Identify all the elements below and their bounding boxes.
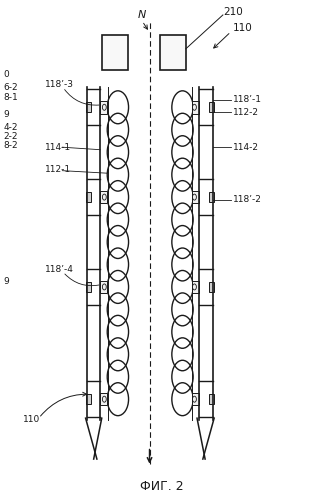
Bar xyxy=(100,280,107,293)
Text: 112-1: 112-1 xyxy=(45,165,71,174)
Bar xyxy=(86,192,91,202)
Text: 4-2: 4-2 xyxy=(3,123,18,132)
Text: 110: 110 xyxy=(23,415,40,424)
Bar xyxy=(192,280,199,293)
Bar xyxy=(192,101,199,114)
Bar xyxy=(86,282,91,292)
Bar xyxy=(192,191,199,204)
Text: 118’-2: 118’-2 xyxy=(233,195,261,204)
Text: 8-2: 8-2 xyxy=(3,141,18,150)
Text: 2-2: 2-2 xyxy=(3,132,18,141)
Bar xyxy=(100,101,107,114)
Bar xyxy=(209,192,214,202)
Text: 118’-4: 118’-4 xyxy=(45,265,74,274)
Bar xyxy=(86,102,91,112)
Bar xyxy=(209,394,214,404)
Text: 0: 0 xyxy=(3,70,9,79)
Text: 114-1: 114-1 xyxy=(45,143,71,152)
Bar xyxy=(100,191,107,204)
Bar xyxy=(160,35,186,70)
Bar xyxy=(86,394,91,404)
Text: 210: 210 xyxy=(223,7,243,17)
Bar xyxy=(192,393,199,405)
Text: 114-2: 114-2 xyxy=(233,143,258,152)
Text: ФИГ. 2: ФИГ. 2 xyxy=(140,480,183,493)
Text: 9: 9 xyxy=(3,277,9,286)
Text: 112-2: 112-2 xyxy=(233,108,258,117)
Text: 110: 110 xyxy=(233,22,252,33)
Text: 8-1: 8-1 xyxy=(3,93,18,102)
Text: N: N xyxy=(138,10,146,20)
Bar xyxy=(209,102,214,112)
Bar xyxy=(100,393,107,405)
Text: 9: 9 xyxy=(3,110,9,119)
Bar xyxy=(102,35,128,70)
Text: 6-2: 6-2 xyxy=(3,83,18,92)
Bar xyxy=(209,282,214,292)
Text: 118’-3: 118’-3 xyxy=(45,80,74,89)
Text: 118’-1: 118’-1 xyxy=(233,95,262,104)
